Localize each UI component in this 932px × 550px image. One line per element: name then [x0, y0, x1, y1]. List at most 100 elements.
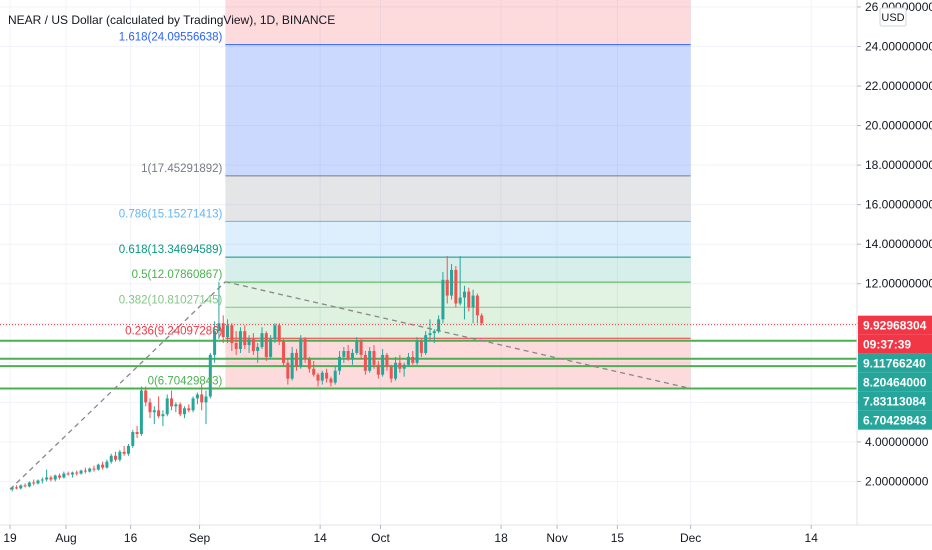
candle-down — [66, 471, 70, 476]
candle-down — [178, 402, 182, 417]
candle-up — [238, 327, 242, 353]
candle-up — [118, 449, 122, 462]
candle-down — [307, 356, 311, 373]
candle-up — [273, 323, 277, 344]
candle-down — [251, 333, 255, 355]
fib-level-label: 0.382(10.81027145) — [119, 294, 223, 306]
candle-down — [294, 348, 298, 371]
candle-up — [432, 329, 436, 344]
candle-up — [182, 406, 186, 419]
candle-body — [144, 390, 148, 403]
price-tick-label: 4.00000000 — [865, 435, 929, 449]
candle-body — [419, 341, 423, 353]
candle-body — [45, 477, 49, 480]
candle-up — [213, 321, 217, 363]
time-tick-label: Oct — [371, 531, 390, 545]
candle-down — [187, 404, 191, 413]
candle-body — [467, 291, 471, 308]
candle-down — [58, 473, 62, 480]
candle-down — [286, 358, 290, 385]
candle-body — [139, 390, 143, 435]
candle-body — [66, 473, 70, 475]
candle-body — [122, 451, 126, 454]
candle-down — [144, 386, 148, 407]
candle-down — [372, 345, 376, 369]
fib-labels: 0(6.70429843) 0.236(9.24097286) 0.382(10.8… — [119, 32, 223, 388]
candle-down — [419, 339, 423, 357]
candle-down — [148, 398, 152, 419]
chart-title: NEAR / US Dollar (calculated by TradingV… — [8, 13, 335, 27]
time-tick-label: 14 — [313, 531, 327, 545]
candle-up — [19, 484, 23, 490]
time-axis[interactable]: 19 Aug 16 Sep 14 Oct 18 Nov 15 Dec 14 — [3, 525, 818, 545]
candle-down — [243, 325, 247, 349]
candle-body — [437, 319, 441, 332]
candle-body — [92, 468, 96, 470]
candle-body — [350, 352, 354, 359]
horizontal-lines[interactable] — [0, 339, 857, 390]
candle-up — [139, 386, 143, 436]
candle-body — [277, 325, 281, 342]
candle-body — [234, 343, 238, 349]
candle-body — [217, 323, 221, 332]
candle-body — [273, 325, 277, 340]
candle-body — [131, 432, 135, 446]
candle-down — [83, 467, 87, 474]
candle-body — [230, 325, 234, 344]
candle-down — [221, 315, 225, 344]
candle-up — [88, 467, 92, 473]
candle-up — [161, 410, 165, 427]
candle-body — [195, 394, 199, 399]
candle-body — [475, 295, 479, 316]
candle-body — [10, 487, 14, 490]
candle-body — [441, 279, 445, 320]
candle-body — [346, 350, 350, 359]
candle-body — [32, 482, 36, 484]
candle-up — [165, 394, 169, 417]
candle-body — [411, 356, 415, 363]
fib-zone — [225, 257, 691, 283]
candle-up — [53, 474, 57, 482]
candle-up — [333, 366, 337, 385]
candle-body — [359, 341, 363, 355]
candle-body — [316, 374, 320, 381]
candle-body — [471, 295, 475, 308]
candle-body — [88, 468, 92, 472]
candle-up — [320, 370, 324, 385]
candle-up — [424, 331, 428, 355]
price-tick-label: 14.00000000 — [865, 237, 932, 251]
candle-body — [135, 432, 139, 435]
candle-up — [290, 347, 294, 381]
candle-body — [58, 475, 62, 478]
candle-body — [385, 354, 389, 367]
candle-up — [226, 319, 230, 344]
candle-body — [226, 325, 230, 338]
candle-body — [208, 354, 212, 397]
candle-up — [131, 430, 135, 448]
candle-body — [307, 358, 311, 369]
candle-body — [312, 368, 316, 375]
trend-line — [9, 281, 226, 490]
price-badges: 9.92968304 09:37:39 9.11766240 8.20464000 7.… — [858, 315, 932, 430]
candle-up — [441, 271, 445, 324]
candle-up — [109, 453, 113, 464]
candle-down — [157, 396, 161, 419]
candle-down — [114, 451, 118, 462]
candle-body — [109, 455, 113, 462]
trend-lines[interactable] — [9, 281, 691, 490]
currency-button[interactable]: USD — [879, 7, 907, 27]
candle-body — [299, 339, 303, 367]
time-tick-label: Sep — [189, 531, 211, 545]
candle-down — [303, 337, 307, 363]
candle-up — [450, 263, 454, 300]
candle-down — [14, 485, 18, 490]
candle-body — [161, 414, 165, 417]
candle-body — [402, 364, 406, 369]
candle-up — [381, 348, 385, 377]
trend-line — [225, 281, 691, 390]
candle-up — [36, 479, 40, 485]
fib-retracement[interactable] — [225, 0, 691, 389]
currency-label: USD — [881, 12, 904, 24]
candle-body — [320, 372, 324, 381]
